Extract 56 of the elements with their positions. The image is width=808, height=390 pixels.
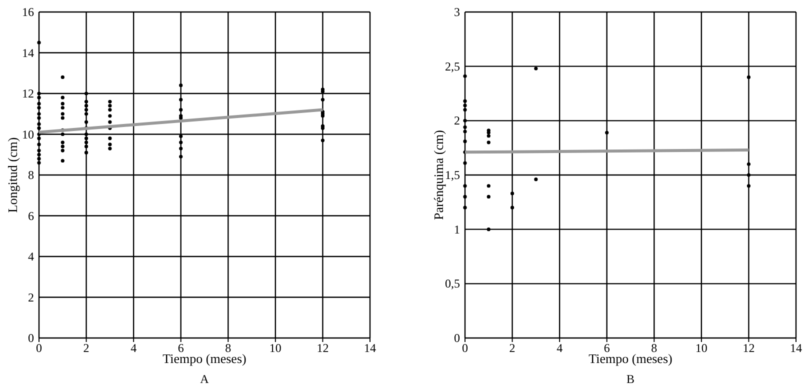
point (534, 178, 538, 182)
text: B (626, 372, 635, 386)
point (746, 173, 751, 177)
point (463, 184, 467, 188)
point (534, 66, 538, 70)
y-tick-label: 0 (28, 331, 34, 345)
text: A (200, 372, 210, 386)
y-axis-title: Longitud (cm) (5, 137, 20, 213)
point (746, 162, 751, 166)
y-tick-label: 0 (454, 331, 460, 345)
x-tick-label: 12 (316, 341, 329, 355)
point (486, 134, 490, 138)
y-tick-label: 12 (22, 86, 34, 100)
point (463, 108, 467, 112)
y-axis-title: Parénquima (cm) (431, 130, 446, 220)
x-tick-label: 14 (790, 341, 802, 355)
x-tick-label: 4 (556, 341, 563, 355)
point (463, 74, 467, 78)
y-tick-label: 14 (22, 46, 34, 60)
y-tick-label: 3 (454, 5, 460, 19)
point (463, 99, 467, 103)
point (463, 161, 467, 165)
x-tick-label: 2 (83, 341, 90, 355)
point (746, 184, 751, 188)
x-tick-label: 4 (130, 341, 137, 355)
point (746, 75, 751, 79)
point (463, 130, 467, 134)
y-tick-label: 4 (28, 250, 34, 264)
y-tick-label: 2 (28, 290, 34, 304)
x-tick-label: 12 (742, 341, 755, 355)
x-tick-label: 14 (364, 341, 376, 355)
y-tick-label: 6 (28, 208, 34, 223)
point (463, 125, 467, 129)
point (486, 140, 490, 144)
y-tick-label: 16 (22, 5, 34, 19)
y-tick-label: 0,5 (445, 276, 460, 291)
point (510, 192, 514, 196)
point (486, 184, 490, 188)
point (605, 130, 609, 134)
point (463, 140, 467, 144)
point (463, 118, 467, 122)
point (486, 228, 490, 232)
point (463, 104, 467, 108)
y-tick-label: 2,5 (445, 59, 460, 74)
point (486, 194, 490, 199)
x-tick-label: 10 (269, 341, 282, 355)
y-tick-label: 1,5 (445, 168, 460, 182)
point (510, 206, 514, 210)
y-tick-label: 2 (454, 114, 460, 128)
x-tick-label: 2 (509, 341, 516, 355)
point (463, 206, 467, 210)
x-tick-label: 10 (695, 341, 708, 355)
y-tick-label: 10 (22, 127, 34, 142)
y-tick-label: 1 (454, 222, 460, 236)
y-tick-label: 8 (28, 168, 34, 182)
point (463, 194, 467, 199)
